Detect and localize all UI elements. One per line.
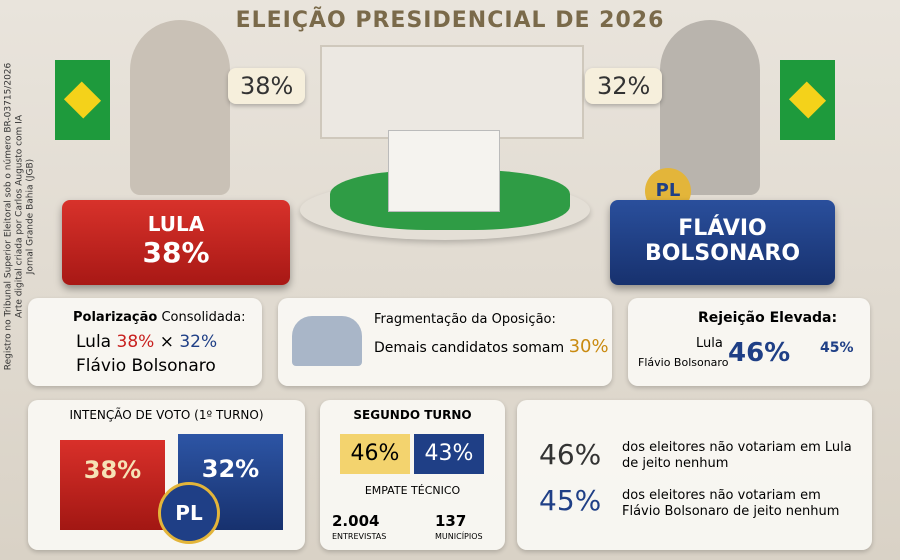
podium: LULA 38% — [62, 200, 290, 285]
polarization-panel: Polarização Consolidada: Lula 38% × 32% … — [28, 298, 262, 386]
title: ELEIÇÃO PRESIDENCIAL DE 2026 — [235, 8, 665, 33]
candidate-name: FLÁVIO — [678, 216, 767, 241]
second-round-panel: SEGUNDO TURNO 46% 43% EMPATE TÉCNICO 2.0… — [320, 400, 505, 550]
text: Demais candidatos somam — [374, 340, 565, 356]
times: × — [159, 332, 174, 352]
title-bold: Polarização — [73, 310, 158, 325]
rejection-text: dos eleitores não votariam em Lula de je… — [622, 440, 852, 471]
percent: 46% — [728, 338, 791, 368]
name: Lula — [696, 336, 723, 351]
value-box: 46% — [340, 434, 410, 474]
percent: 45% — [820, 340, 854, 356]
percent: 45% — [539, 484, 602, 517]
flag — [780, 60, 835, 140]
fragmentation-panel: Fragmentação da Oposição: Demais candida… — [278, 298, 612, 386]
panel-title: Rejeição Elevada: — [698, 310, 838, 326]
value-box: 43% — [414, 434, 484, 474]
rejection-detail-panel: 46% dos eleitores não votariam em Lula d… — [517, 400, 872, 550]
portrait — [130, 20, 230, 195]
panel-title: SEGUNDO TURNO — [353, 408, 472, 422]
name: Flávio Bolsonaro — [638, 356, 729, 369]
rejection-text: dos eleitores não votariam em Flávio Bol… — [622, 488, 840, 519]
side-note-line: Arte digital criada por Carlos Augusto c… — [14, 115, 25, 318]
first-round-panel: INTENÇÃO DE VOTO (1º TURNO) 38% 32% PL — [28, 400, 305, 550]
speech-bubble: 32% — [585, 68, 663, 104]
candidate-name: BOLSONARO — [644, 241, 801, 266]
name: Flávio Bolsonaro — [76, 356, 216, 376]
percent: 30% — [568, 336, 609, 357]
panel-title: Fragmentação da Oposição: — [374, 312, 556, 327]
label: EMPATE TÉCNICO — [364, 484, 461, 497]
building — [320, 45, 584, 139]
panel-title: Polarização Consolidada: — [73, 310, 246, 325]
stat-value: 137 — [435, 512, 467, 530]
stat-label: ENTREVISTAS — [332, 532, 387, 541]
stat-label: MUNICÍPIOS — [435, 532, 483, 541]
rejection-panel: Rejeição Elevada: Lula Flávio Bolsonaro … — [628, 298, 870, 386]
polarization-line: Lula 38% × 32% — [76, 332, 217, 352]
speech-bubble: 38% — [228, 68, 306, 104]
candidate-name: LULA — [147, 212, 205, 236]
ballot-box — [388, 130, 500, 212]
percent: 32% — [179, 332, 218, 352]
title-rest: Consolidada: — [161, 310, 246, 325]
people-icon — [292, 316, 362, 366]
percent: 38% — [116, 332, 155, 352]
stat-value: 2.004 — [332, 512, 380, 530]
percent: 46% — [539, 438, 602, 471]
name: Lula — [76, 332, 112, 352]
panel-text: Demais candidatos somam 30% — [374, 336, 609, 357]
flag — [55, 60, 110, 140]
portrait — [660, 20, 760, 195]
bar-block: 38% — [60, 440, 165, 530]
candidate-percent: 38% — [142, 236, 210, 269]
side-note-line: Registro no Tribunal Superior Eleitoral … — [3, 62, 14, 371]
panel-title: INTENÇÃO DE VOTO (1º TURNO) — [69, 408, 264, 422]
party-badge: PL — [158, 482, 220, 544]
podium: FLÁVIO BOLSONARO — [610, 200, 835, 285]
